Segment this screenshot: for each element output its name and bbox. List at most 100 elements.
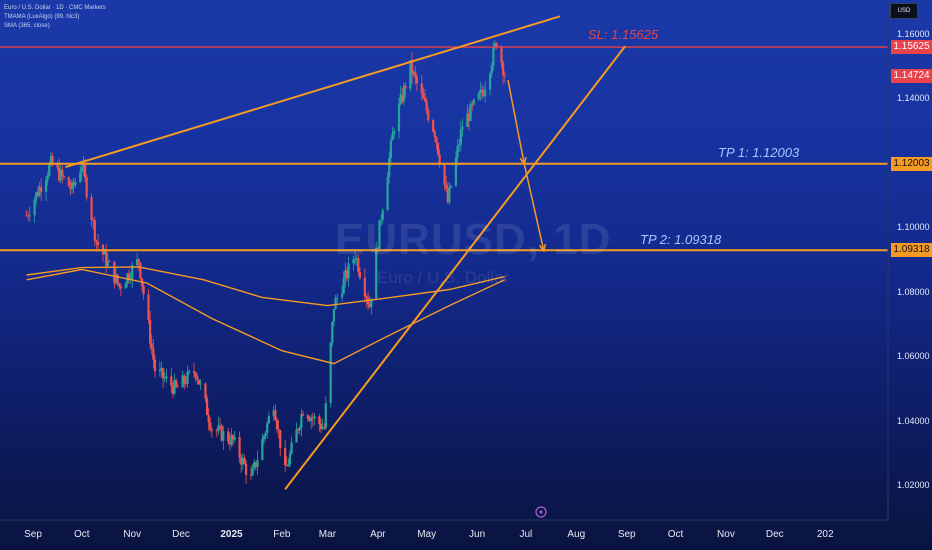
time-tick: Dec: [765, 529, 784, 540]
candle-body: [261, 439, 264, 460]
indicator-tmama[interactable]: TMAMA (LuxAlgo) (99, hlc3): [4, 14, 80, 20]
candle-body: [106, 261, 109, 267]
candle-body: [480, 89, 484, 93]
candle-body: [90, 197, 93, 220]
candle-body: [158, 369, 161, 372]
currency-button[interactable]: USD: [890, 3, 918, 19]
candle-body: [471, 103, 474, 105]
candle-body: [149, 319, 152, 344]
price-tick: 1.02000: [897, 480, 930, 490]
candle-body: [36, 192, 39, 196]
candle-body: [56, 165, 59, 168]
tmama-line[interactable]: [26, 266, 505, 307]
indicator-sma[interactable]: SMA (365, close): [4, 23, 50, 29]
candle-body: [69, 186, 72, 190]
candle-body: [380, 219, 383, 221]
candle-body: [446, 188, 449, 203]
time-tick: 2025: [220, 529, 243, 540]
candle-body: [85, 177, 88, 198]
time-tick: Jun: [469, 529, 486, 540]
candle-body: [233, 436, 236, 440]
candle-body: [205, 398, 209, 416]
candle-body: [482, 92, 485, 97]
candle-body: [347, 263, 350, 279]
candle-body: [402, 85, 405, 102]
time-tick: Nov: [717, 529, 735, 540]
time-tick: Oct: [74, 529, 90, 540]
candle-body: [238, 436, 241, 458]
candle-body: [25, 215, 28, 217]
time-tick: Nov: [123, 529, 142, 540]
candle-body: [477, 93, 480, 100]
candle-body: [183, 375, 186, 384]
candle-body: [334, 298, 337, 310]
candle-body: [469, 103, 472, 121]
candle-body: [363, 277, 366, 297]
candle-body: [355, 258, 358, 260]
candle-body: [502, 62, 505, 76]
candle-body: [357, 258, 360, 273]
time-tick: Mar: [318, 529, 337, 540]
candle-body: [300, 414, 303, 428]
candle-body: [79, 172, 82, 182]
candle-body: [124, 283, 127, 289]
sma-line[interactable]: [26, 268, 505, 365]
candle-body: [332, 309, 336, 322]
candle-body: [323, 427, 326, 429]
event-marker-icon[interactable]: [535, 506, 547, 518]
time-tick: 202: [816, 529, 834, 540]
candle-body: [397, 103, 401, 132]
arrow-head-icon: [538, 243, 547, 253]
candle-body: [188, 371, 191, 372]
candle-body: [227, 431, 230, 442]
candle-body: [445, 184, 448, 189]
candle-body: [95, 240, 98, 243]
candle-body: [150, 343, 153, 349]
candle-body: [370, 298, 373, 308]
candle-body: [173, 379, 176, 394]
candle-body: [119, 286, 122, 289]
candle-body: [249, 474, 253, 476]
candle-body: [72, 182, 75, 186]
candle-body: [358, 272, 362, 278]
candle-body: [435, 136, 438, 144]
candle-body: [288, 453, 292, 465]
candle-body: [51, 156, 54, 166]
trendline-1[interactable]: [65, 15, 561, 169]
candle-body: [215, 430, 218, 432]
candle-body: [209, 422, 212, 430]
candle-body: [163, 378, 166, 379]
candle-body: [368, 304, 371, 308]
price-tick: 1.10000: [897, 222, 930, 233]
candle-body: [160, 368, 163, 370]
candle-body: [449, 185, 453, 188]
price-tick: 1.16000: [897, 29, 930, 39]
symbol-line[interactable]: Euro / U.S. Dollar · 1D · CMC Markets: [4, 5, 106, 11]
trendlines-layer[interactable]: [65, 15, 626, 490]
candle-body: [410, 59, 414, 75]
candle-body: [218, 425, 222, 427]
candle-body: [197, 379, 201, 385]
price-tick: 1.14000: [897, 93, 930, 104]
price-badge: 1.15625: [891, 40, 932, 55]
time-tick: Aug: [567, 529, 586, 540]
arrows-layer: [507, 79, 547, 253]
candle-body: [241, 458, 244, 465]
candle-body: [479, 89, 482, 94]
candle-body: [342, 278, 345, 294]
trendline-2[interactable]: [284, 45, 626, 490]
candle-body: [92, 219, 95, 221]
chart-legend: Euro / U.S. Dollar · 1D · CMC Markets TM…: [4, 4, 106, 31]
candle-body: [352, 259, 355, 264]
price-badge: 1.14724: [891, 69, 932, 84]
candle-body: [59, 169, 62, 181]
candle-body: [228, 441, 231, 445]
candle-body: [438, 154, 441, 165]
candle-body: [329, 342, 332, 404]
candles-layer: [25, 39, 506, 484]
candle-body: [436, 143, 440, 155]
candle-body: [381, 210, 384, 220]
candle-body: [391, 133, 394, 141]
